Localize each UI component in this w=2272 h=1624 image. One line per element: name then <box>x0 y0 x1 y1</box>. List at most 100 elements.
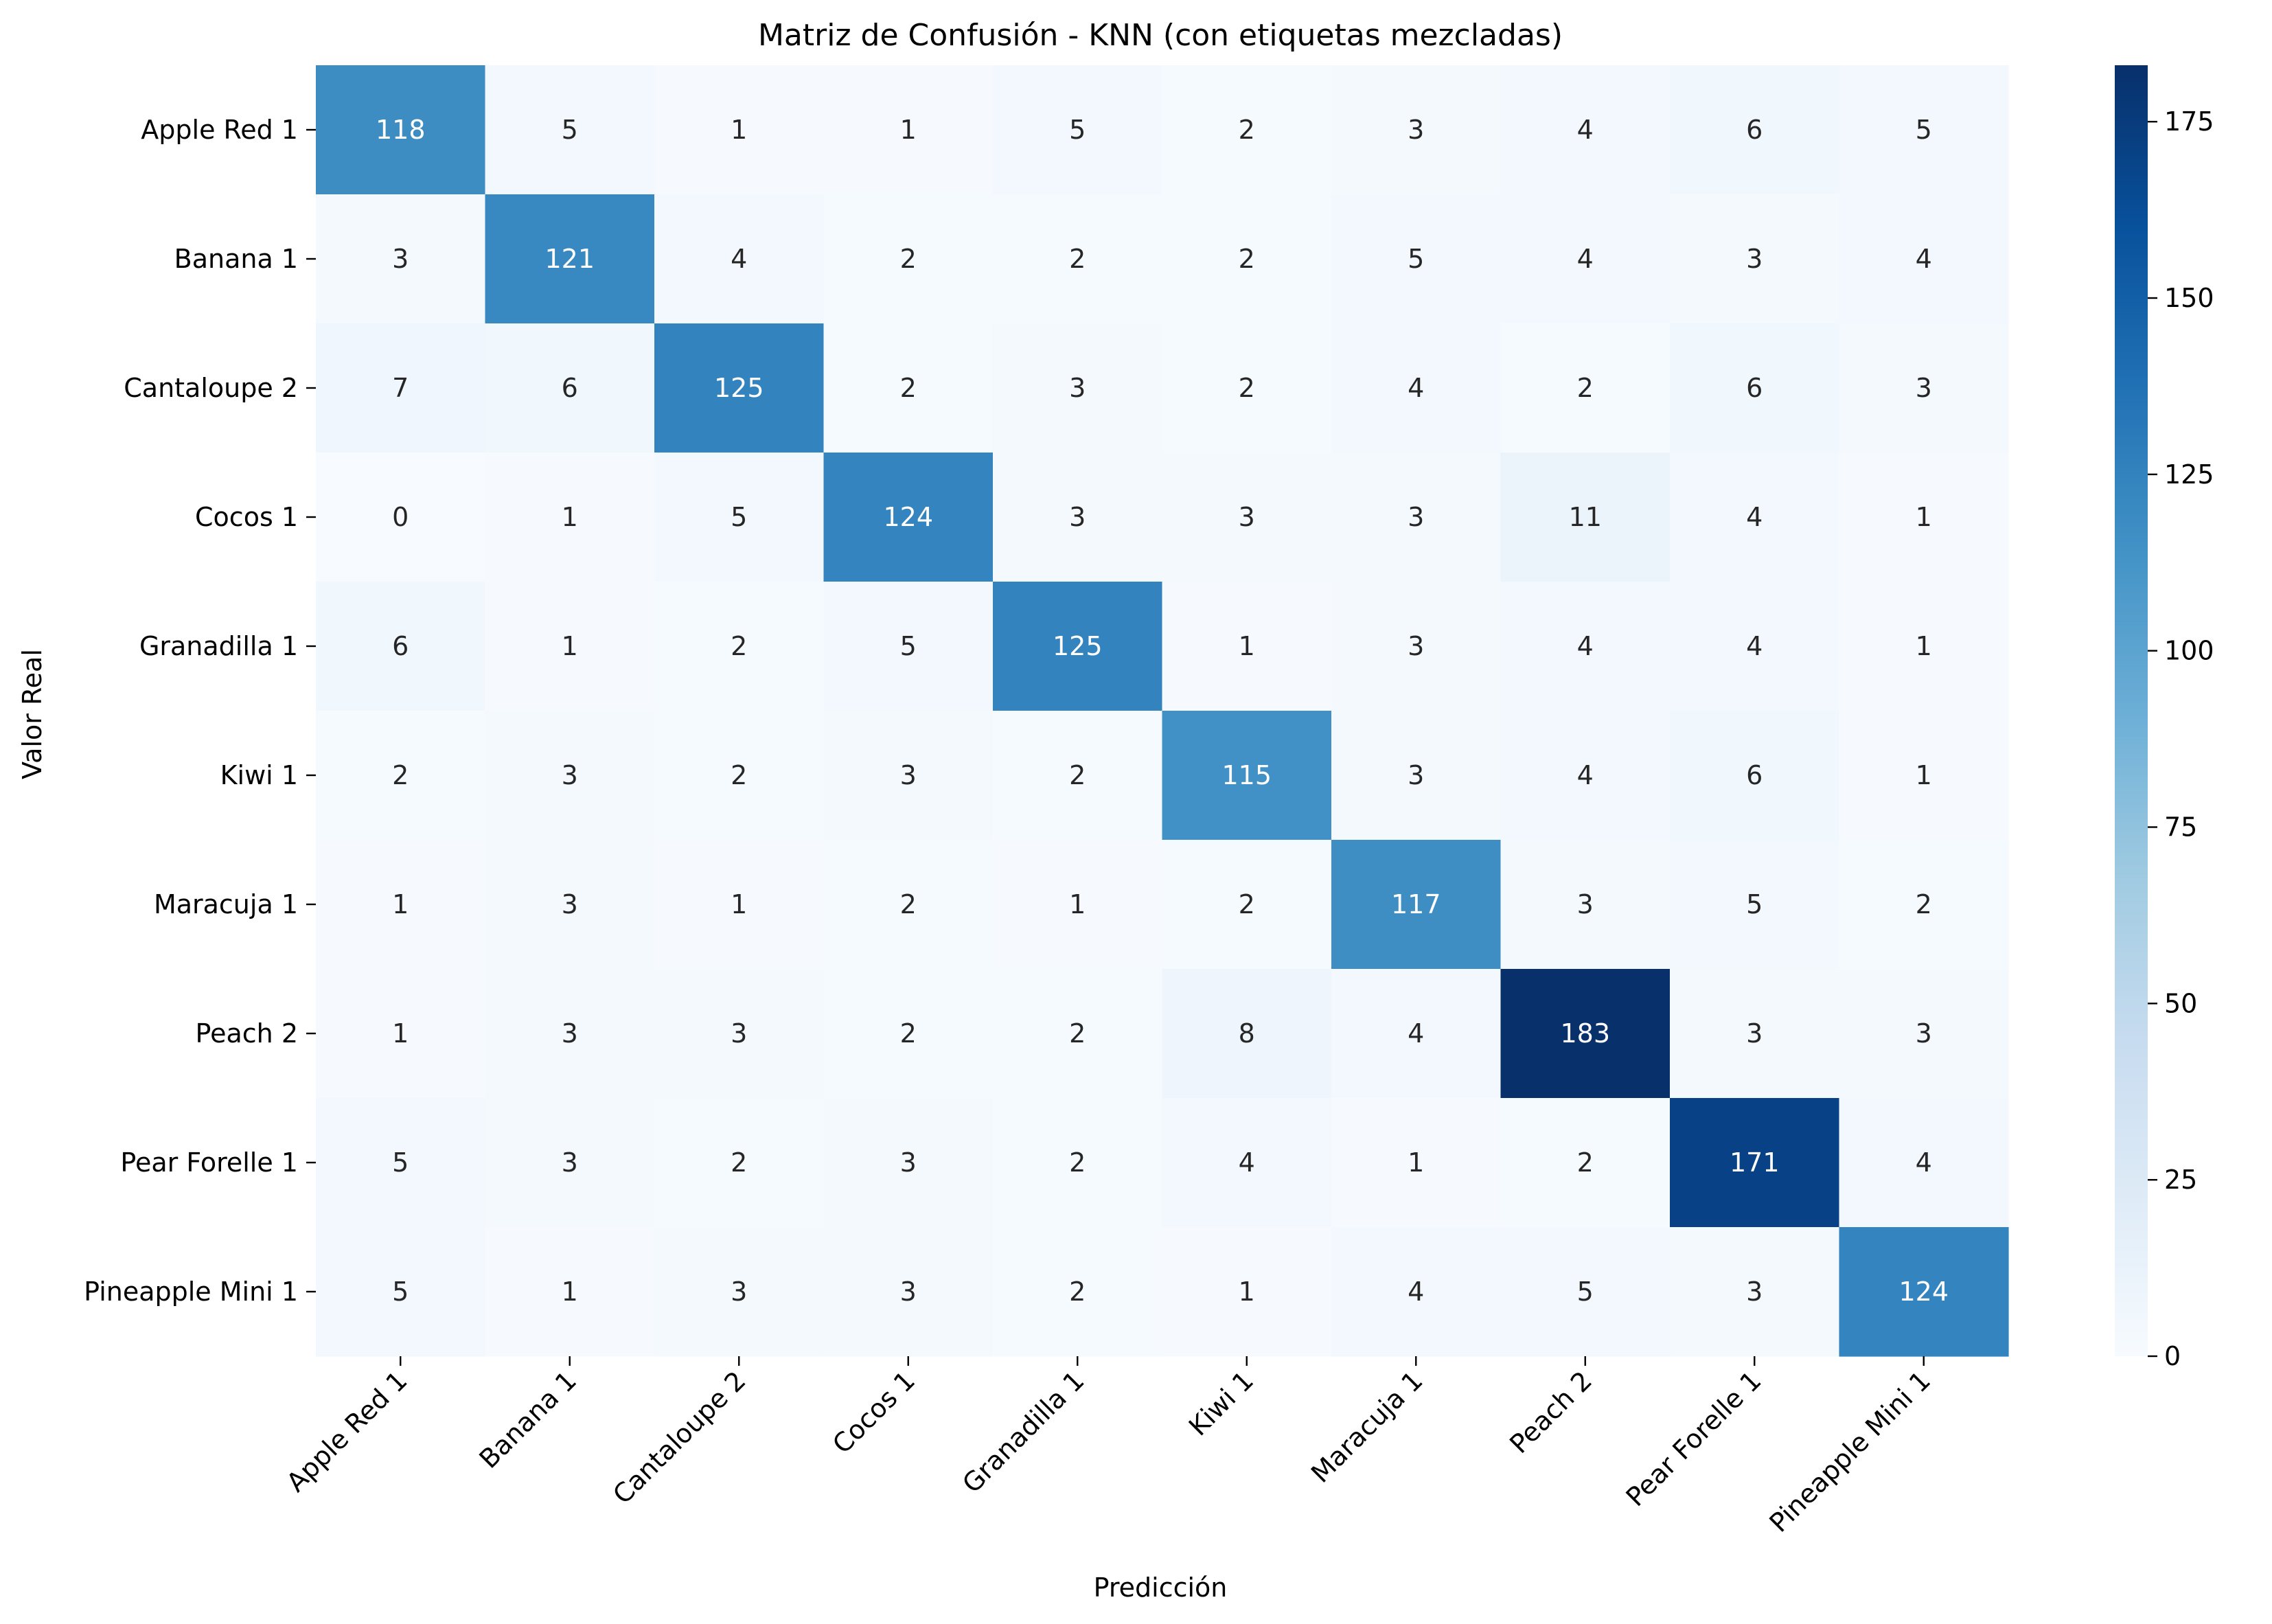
cell-value-label: 5 <box>1577 1277 1594 1307</box>
cell-value-label: 2 <box>1239 889 1255 919</box>
heatmap-cell <box>1670 65 1840 195</box>
y-tick-label: Pineapple Mini 1 <box>84 1277 298 1307</box>
colorbar-tick-label: 75 <box>2164 812 2197 843</box>
heatmap-grid: 118 5 1 1 5 2 3 4 6 53 121 4 2 2 2 5 4 3 47 6 125 2 3 2 4 2 6 30 1 5 1… <box>316 65 2009 1357</box>
heatmap-cell <box>485 1098 655 1228</box>
heatmap-cell <box>1331 582 1502 711</box>
heatmap-cell <box>823 323 994 453</box>
cell-value-label: 4 <box>1577 760 1594 790</box>
cell-value-label: 1 <box>392 1018 409 1049</box>
cell-value-label: 3 <box>562 1147 578 1178</box>
cell-value-label: 1 <box>392 889 409 919</box>
cell-value-label: 7 <box>392 373 409 403</box>
cell-value-label: 2 <box>731 1147 747 1178</box>
heatmap-cell <box>993 194 1163 324</box>
x-tick-label: Peach 2 <box>1504 1365 1598 1459</box>
heatmap-cell <box>1670 711 1840 840</box>
heatmap-cell <box>993 453 1163 582</box>
cell-value-label: 5 <box>731 502 747 532</box>
cell-value-label: 3 <box>562 1018 578 1049</box>
heatmap-cell <box>1500 1227 1671 1357</box>
heatmap-cell <box>1162 969 1332 1099</box>
colorbar-gradient <box>2115 65 2148 1356</box>
x-tick-label: Cocos 1 <box>827 1365 921 1459</box>
cell-value-label: 2 <box>1577 373 1594 403</box>
cell-value-label: 2 <box>900 373 917 403</box>
heatmap-cell <box>485 453 655 582</box>
heatmap-cell <box>823 840 994 970</box>
cell-value-label: 0 <box>392 502 409 532</box>
cell-value-label: 6 <box>1746 373 1763 403</box>
heatmap-cell <box>485 969 655 1099</box>
heatmap-cell <box>1670 453 1840 582</box>
cell-value-label: 1 <box>1408 1147 1424 1178</box>
cell-value-label: 1 <box>900 115 917 145</box>
cell-value-label: 5 <box>1069 115 1086 145</box>
heatmap-cell <box>1839 1098 2009 1228</box>
heatmap-cell <box>993 1227 1163 1357</box>
cell-value-label: 3 <box>1577 889 1594 919</box>
cell-value-label: 3 <box>731 1018 747 1049</box>
heatmap-cell <box>823 1098 994 1228</box>
cell-value-label: 4 <box>1746 631 1763 661</box>
cell-value-label: 5 <box>1746 889 1763 919</box>
cell-value-label: 3 <box>1069 502 1086 532</box>
heatmap-cell <box>316 323 486 453</box>
heatmap-cell <box>485 194 655 324</box>
heatmap-cell <box>1162 194 1332 324</box>
cell-value-label: 5 <box>1916 115 1932 145</box>
cell-value-label: 3 <box>562 760 578 790</box>
heatmap-cell <box>1839 323 2009 453</box>
heatmap-cell <box>1162 711 1332 840</box>
heatmap-cell <box>1331 1098 1502 1228</box>
heatmap-cell <box>1839 1227 2009 1357</box>
heatmap-cell <box>993 65 1163 195</box>
heatmap-cell <box>993 323 1163 453</box>
y-tick-labels: Apple Red 1 Banana 1 Cantaloupe 2 Cocos 1 Gr… <box>84 115 316 1307</box>
colorbar-tick-label: 150 <box>2164 283 2214 313</box>
cell-value-label: 118 <box>376 115 426 145</box>
cell-value-label: 3 <box>1916 373 1932 403</box>
heatmap-cell <box>1670 323 1840 453</box>
heatmap-cell <box>1331 65 1502 195</box>
heatmap-cell <box>1839 582 2009 711</box>
colorbar-tick-label: 125 <box>2164 459 2214 490</box>
heatmap-cell <box>316 1227 486 1357</box>
cell-value-label: 2 <box>900 1018 917 1049</box>
cell-value-label: 2 <box>900 244 917 274</box>
heatmap-cell <box>1331 969 1502 1099</box>
chart-title: Matriz de Confusión - KNN (con etiquetas… <box>758 18 1563 53</box>
cell-value-label: 2 <box>1239 373 1255 403</box>
colorbar-tick-label: 100 <box>2164 636 2214 666</box>
cell-value-label: 3 <box>1408 760 1424 790</box>
cell-value-label: 3 <box>1408 631 1424 661</box>
heatmap-cell <box>654 323 825 453</box>
cell-value-label: 6 <box>1746 760 1763 790</box>
cell-value-label: 2 <box>1069 1277 1086 1307</box>
cell-value-label: 6 <box>392 631 409 661</box>
heatmap-cell <box>1500 453 1671 582</box>
cell-value-label: 2 <box>392 760 409 790</box>
y-axis-label: Valor Real <box>17 649 47 779</box>
cell-value-label: 115 <box>1221 760 1272 790</box>
cell-value-label: 3 <box>392 244 409 274</box>
cell-value-label: 4 <box>1916 244 1932 274</box>
colorbar-tick-label: 175 <box>2164 106 2214 137</box>
cell-value-label: 2 <box>1069 1018 1086 1049</box>
y-tick-label: Pear Forelle 1 <box>120 1147 298 1178</box>
cell-value-label: 4 <box>1408 1277 1424 1307</box>
cell-value-label: 125 <box>1053 631 1103 661</box>
heatmap-cell <box>1500 194 1671 324</box>
heatmap-cell <box>485 840 655 970</box>
heatmap-cell <box>1500 840 1671 970</box>
heatmap-cell <box>1331 194 1502 324</box>
heatmap-cell <box>1839 194 2009 324</box>
heatmap-cell <box>823 969 994 1099</box>
heatmap-cell <box>654 969 825 1099</box>
y-tick-label: Apple Red 1 <box>141 115 298 145</box>
heatmap-cell <box>316 65 486 195</box>
heatmap-cell <box>654 1227 825 1357</box>
cell-value-label: 5 <box>392 1277 409 1307</box>
heatmap-cell <box>316 969 486 1099</box>
